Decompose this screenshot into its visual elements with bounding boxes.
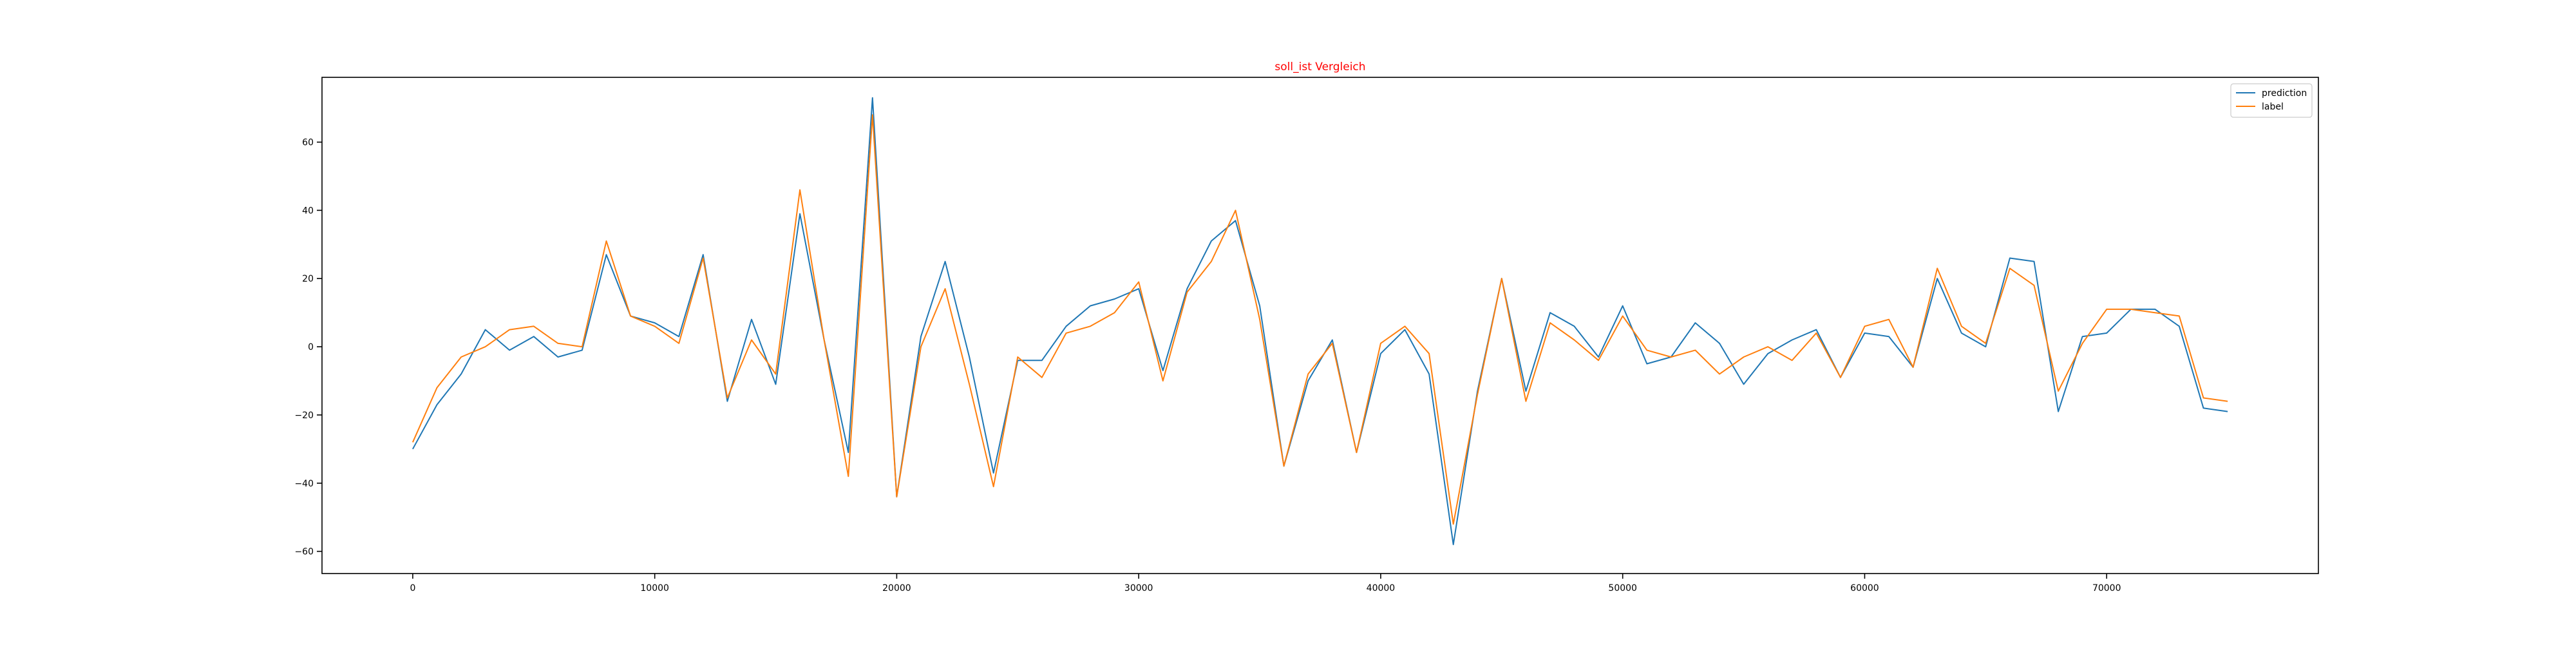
y-tick-label: 20 [302, 274, 314, 284]
y-axis: −60 −40 −20 0 20 40 60 [294, 138, 322, 557]
y-tick-label: 60 [302, 138, 314, 148]
y-tick-label: 0 [308, 342, 314, 352]
x-tick-label: 0 [410, 583, 415, 594]
legend: prediction label [2230, 83, 2313, 118]
x-tick-label: 70000 [2092, 583, 2121, 594]
plot-lines [412, 97, 2228, 545]
legend-label-prediction: prediction [2262, 88, 2307, 99]
x-tick-label: 20000 [882, 583, 911, 594]
x-tick-label: 30000 [1124, 583, 1153, 594]
chart-title: soll_ist Vergleich [1274, 61, 1365, 73]
x-tick-label: 40000 [1367, 583, 1396, 594]
plot-frame [321, 77, 2319, 574]
y-tick-label: 40 [302, 206, 314, 216]
x-tick-label: 60000 [1850, 583, 1879, 594]
legend-label-label: label [2262, 102, 2284, 112]
x-axis: 0 10000 20000 30000 40000 50000 60000 70000 [410, 574, 2121, 594]
x-tick-label: 50000 [1608, 583, 1637, 594]
series-line-label [412, 114, 2228, 525]
y-tick-label: −40 [294, 479, 314, 489]
y-tick-label: −20 [294, 410, 314, 421]
y-tick-label: −60 [294, 547, 314, 557]
x-tick-label: 10000 [640, 583, 669, 594]
